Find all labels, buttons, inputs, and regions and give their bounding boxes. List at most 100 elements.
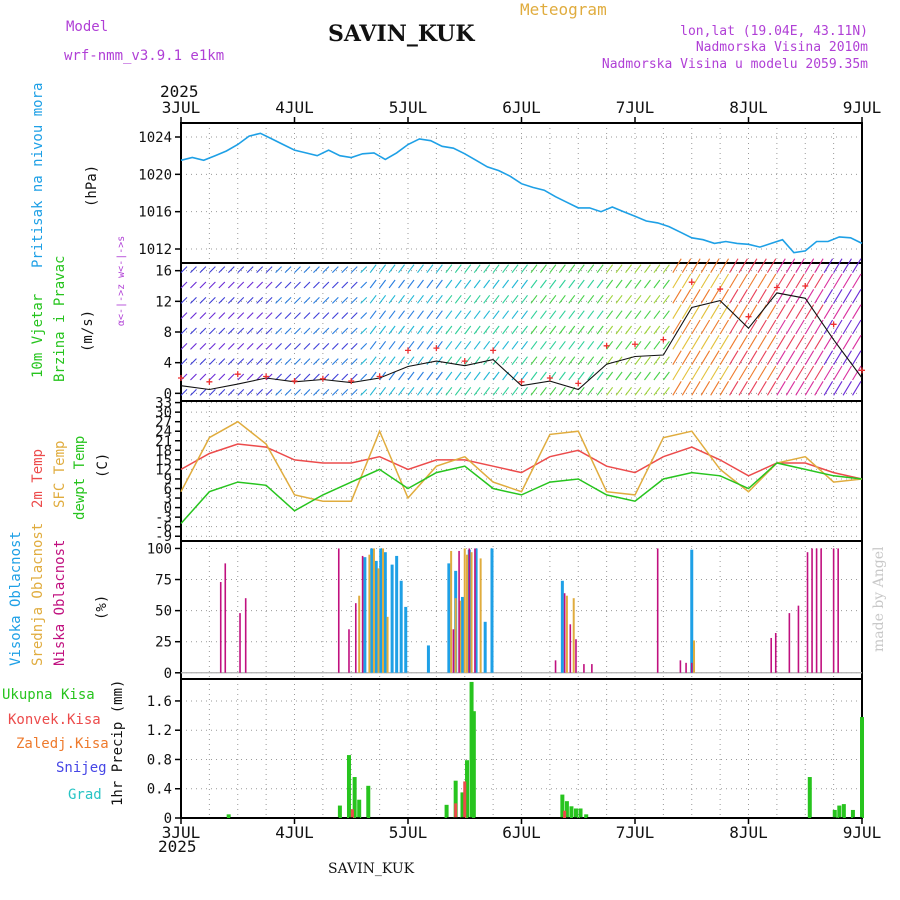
wind-barb [246, 342, 254, 350]
wind-barb [426, 279, 434, 289]
wind-barb [766, 335, 777, 350]
wind-barb [776, 350, 786, 365]
wind-barb [502, 295, 510, 304]
wind-barb [454, 264, 462, 273]
y-tick-label: 25 [155, 635, 172, 651]
wind-barb [322, 358, 330, 366]
wind-barb [587, 341, 595, 350]
wind-barb [738, 365, 748, 381]
cloud-low-bar [224, 563, 227, 673]
cloud-low-bar [452, 629, 455, 673]
y-tick-label: 1012 [138, 242, 172, 258]
wind-barb [322, 281, 330, 289]
wind-barb [511, 387, 519, 396]
x-tick-label-top: 4JUL [275, 98, 314, 117]
wind-barb [700, 289, 711, 304]
wind-barb [398, 310, 405, 319]
wind-barb [331, 266, 339, 274]
wind-barb [190, 373, 197, 381]
cloud-low-bar [591, 664, 593, 673]
wind-barb [776, 289, 786, 304]
wind-gust-marker [802, 283, 809, 289]
wind-barb [313, 327, 320, 335]
wind-barb [615, 264, 623, 273]
wind-barb [511, 325, 519, 335]
cloud-low-bar [239, 613, 241, 673]
wind-barb [313, 312, 320, 320]
wind-barb [814, 381, 824, 396]
wind-barb [218, 266, 226, 274]
wind-barb [852, 304, 862, 319]
wind-barb [644, 371, 651, 381]
wind-barb [748, 381, 758, 396]
wind-gust-marker [319, 375, 326, 382]
wind-barb [558, 356, 566, 365]
y-tick-label: 0 [164, 386, 172, 402]
wind-barb [795, 365, 805, 381]
wind-barb [502, 356, 510, 365]
wind-barb [350, 266, 358, 274]
wind-barb [313, 358, 320, 366]
precip-total-bar [444, 804, 449, 818]
wind-barb [284, 312, 292, 320]
wind-barb [407, 356, 415, 365]
wind-barb [199, 342, 207, 350]
wind-barb [785, 289, 796, 304]
precip-conv-bar [463, 781, 467, 818]
wind-barb [653, 341, 661, 350]
wind-barb [369, 310, 377, 319]
precip-total-bar [807, 777, 812, 818]
wind-barb [719, 258, 729, 273]
wind-barb [691, 304, 701, 319]
wind-barb [795, 289, 805, 304]
product-title: Meteogram [520, 0, 607, 19]
wind-barb [710, 335, 720, 350]
wind-barb [190, 388, 197, 396]
wind-barb [369, 356, 377, 365]
precip-total-bar [460, 792, 465, 818]
wind-barb [208, 281, 216, 289]
wind-barb [369, 279, 377, 289]
cloud-low-bar [811, 548, 813, 673]
wind-barb [502, 279, 510, 289]
wind-barb [190, 266, 197, 274]
wind-barb [454, 325, 462, 335]
wind-barb [672, 258, 682, 273]
wind-barb [814, 350, 824, 365]
wind-barb [691, 273, 701, 289]
wind-barb [738, 350, 748, 365]
wind-barb [814, 365, 824, 381]
wind-barb [757, 350, 767, 365]
wind-barb [199, 266, 207, 274]
model-elevation-label: Nadmorska Visina u modelu 2059.35m [601, 57, 868, 72]
wind-gust-marker [490, 347, 497, 354]
wind-barb [700, 381, 711, 396]
wind-barb [237, 266, 245, 274]
wind-barb [190, 358, 197, 366]
wind-barb [852, 381, 862, 396]
cloud-mid-bar [463, 548, 466, 673]
wind-barb [227, 327, 235, 335]
wind-barb [842, 335, 852, 350]
wind-barb [644, 264, 651, 273]
wind-barb [823, 319, 834, 335]
wind-barb [539, 387, 547, 396]
x-tick-label-bottom: 9JUL [843, 823, 882, 842]
wind-barb [284, 327, 292, 335]
x-tick-label-top: 7JUL [616, 98, 655, 117]
wind-barb [634, 356, 642, 365]
precip-total-bar [226, 814, 231, 818]
wind-barb [691, 365, 701, 381]
wind-barb [615, 387, 623, 396]
wind-barb [417, 387, 424, 396]
wind-barb [313, 373, 320, 381]
wind-gust-marker [234, 371, 241, 378]
wind-barb [511, 341, 519, 350]
wind-barb [180, 327, 188, 335]
wind-barb [776, 304, 786, 319]
wind-barb [360, 342, 368, 350]
wind-barb [322, 342, 330, 350]
wind-barb [265, 281, 273, 289]
cloud-low-bar [685, 662, 687, 673]
wind-barb [294, 388, 301, 396]
